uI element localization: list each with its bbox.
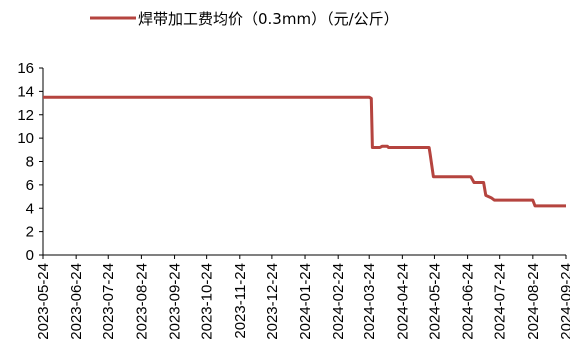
x-tick-label: 2024-05-24 [426,263,443,340]
x-tick-label: 2023-12-24 [264,263,281,340]
x-tick-label: 2023-08-24 [133,263,150,340]
series-line [43,95,566,208]
x-tick-label: 2024-07-24 [492,263,509,340]
x-tick-label: 2024-04-24 [394,263,411,340]
y-tick-label: 14 [17,83,34,100]
x-tick-label: 2024-03-24 [361,263,378,340]
x-tick-label: 2023-09-24 [167,263,184,340]
x-tick-label: 2023-10-24 [199,263,216,340]
y-tick-label: 10 [17,130,34,147]
x-tick-label: 2023-11-24 [232,263,249,339]
x-tick-label: 2024-02-24 [330,263,347,340]
legend: 焊带加工费均价（0.3mm）（元/公斤） [90,10,399,28]
series-layer [43,95,566,208]
y-tick-label: 2 [26,224,34,241]
x-tick-label: 2023-07-24 [100,263,117,340]
legend-label: 焊带加工费均价（0.3mm）（元/公斤） [138,10,399,28]
y-tick-label: 6 [26,177,34,194]
y-tick-label: 0 [26,247,34,264]
x-tick-label: 2023-06-24 [68,263,85,340]
x-tick-label: 2024-01-24 [297,263,314,340]
y-tick-label: 16 [17,60,34,77]
y-tick-label: 12 [17,107,34,124]
x-tick-label: 2023-05-24 [35,263,52,340]
x-tick-label: 2024-06-24 [460,263,477,340]
x-axis-ticks: 2023-05-24 2023-06-24 2023-07-24 2023-08-24… [35,255,570,340]
y-tick-label: 8 [26,154,34,171]
x-tick-label: 2024-08-24 [525,263,542,340]
x-tick-label: 2024-09-24 [558,263,570,340]
y-tick-label: 4 [26,200,34,217]
y-axis-ticks: 0 2 4 6 8 10 12 14 16 [17,60,43,264]
